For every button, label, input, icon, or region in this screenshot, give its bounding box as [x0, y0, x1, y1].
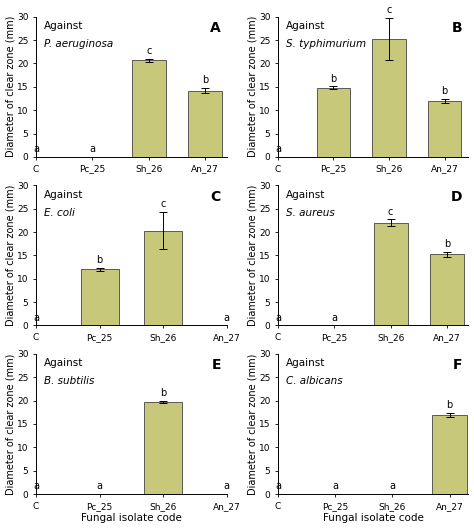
- Text: c: c: [160, 199, 166, 209]
- Bar: [144, 231, 182, 325]
- Text: b: b: [97, 255, 103, 265]
- Bar: [144, 402, 182, 494]
- Text: b: b: [444, 239, 450, 249]
- Text: S. aureus: S. aureus: [285, 208, 334, 218]
- Text: C. albicans: C. albicans: [285, 376, 342, 386]
- Text: a: a: [97, 481, 102, 491]
- Text: a: a: [332, 481, 338, 491]
- Text: A: A: [210, 21, 221, 35]
- Text: B: B: [452, 21, 463, 35]
- Y-axis label: Diameter of clear zone (mm): Diameter of clear zone (mm): [247, 185, 257, 326]
- Text: B. subtilis: B. subtilis: [44, 376, 94, 386]
- Text: a: a: [275, 313, 281, 323]
- Bar: [430, 254, 464, 325]
- Text: a: a: [33, 481, 39, 491]
- Bar: [432, 415, 467, 494]
- Y-axis label: Diameter of clear zone (mm): Diameter of clear zone (mm): [247, 16, 257, 158]
- Bar: [317, 88, 350, 157]
- Text: a: a: [224, 481, 229, 491]
- Text: P. aeruginosa: P. aeruginosa: [44, 39, 113, 49]
- Text: b: b: [447, 400, 453, 410]
- Text: a: a: [275, 481, 281, 491]
- Text: a: a: [331, 313, 337, 323]
- Y-axis label: Diameter of clear zone (mm): Diameter of clear zone (mm): [6, 16, 16, 158]
- Text: S. typhimurium: S. typhimurium: [285, 39, 365, 49]
- Text: c: c: [386, 5, 392, 15]
- Bar: [132, 60, 166, 157]
- Text: c: c: [146, 46, 152, 56]
- X-axis label: Fungal isolate code: Fungal isolate code: [81, 514, 182, 523]
- Text: a: a: [224, 313, 229, 323]
- Text: b: b: [441, 86, 447, 96]
- Y-axis label: Diameter of clear zone (mm): Diameter of clear zone (mm): [6, 353, 16, 495]
- Text: Against: Against: [285, 358, 325, 368]
- Bar: [428, 101, 461, 157]
- Y-axis label: Diameter of clear zone (mm): Diameter of clear zone (mm): [6, 185, 16, 326]
- Text: b: b: [202, 76, 208, 85]
- Bar: [188, 90, 222, 157]
- Text: a: a: [389, 481, 395, 491]
- Text: Against: Against: [285, 21, 325, 31]
- Bar: [374, 223, 408, 325]
- Text: D: D: [451, 189, 463, 204]
- Y-axis label: Diameter of clear zone (mm): Diameter of clear zone (mm): [247, 353, 257, 495]
- Text: E. coli: E. coli: [44, 208, 74, 218]
- Text: a: a: [33, 144, 39, 154]
- Text: F: F: [453, 358, 463, 372]
- Text: a: a: [275, 144, 281, 154]
- Bar: [81, 269, 118, 325]
- Text: b: b: [330, 74, 337, 84]
- Text: b: b: [160, 388, 166, 398]
- X-axis label: Fungal isolate code: Fungal isolate code: [323, 514, 424, 523]
- Bar: [373, 39, 406, 157]
- Text: a: a: [33, 313, 39, 323]
- Text: E: E: [211, 358, 221, 372]
- Text: Against: Against: [44, 189, 83, 199]
- Text: Against: Against: [285, 189, 325, 199]
- Text: Against: Against: [44, 358, 83, 368]
- Text: a: a: [90, 144, 95, 154]
- Text: C: C: [210, 189, 221, 204]
- Text: Against: Against: [44, 21, 83, 31]
- Text: c: c: [388, 207, 393, 217]
